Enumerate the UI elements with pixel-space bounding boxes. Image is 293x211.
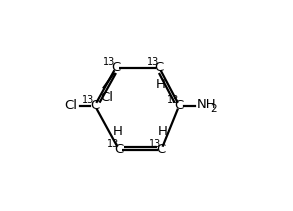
- Text: H: H: [113, 125, 123, 138]
- Text: 13: 13: [107, 139, 119, 149]
- Text: C: C: [175, 99, 184, 112]
- Text: NH: NH: [197, 98, 217, 111]
- Text: Cl: Cl: [100, 91, 113, 104]
- Text: 13: 13: [82, 95, 95, 105]
- Text: 13: 13: [103, 57, 116, 67]
- Text: C: C: [157, 143, 166, 156]
- Text: 13: 13: [147, 57, 159, 67]
- Text: H: H: [155, 78, 165, 91]
- Text: Cl: Cl: [64, 99, 77, 112]
- Text: 2: 2: [210, 104, 217, 114]
- Text: 13: 13: [149, 139, 161, 149]
- Text: H: H: [158, 125, 168, 138]
- Text: C: C: [154, 61, 164, 74]
- Text: 13: 13: [167, 95, 179, 105]
- Text: C: C: [111, 61, 120, 74]
- Text: C: C: [90, 99, 99, 112]
- Text: C: C: [115, 143, 124, 156]
